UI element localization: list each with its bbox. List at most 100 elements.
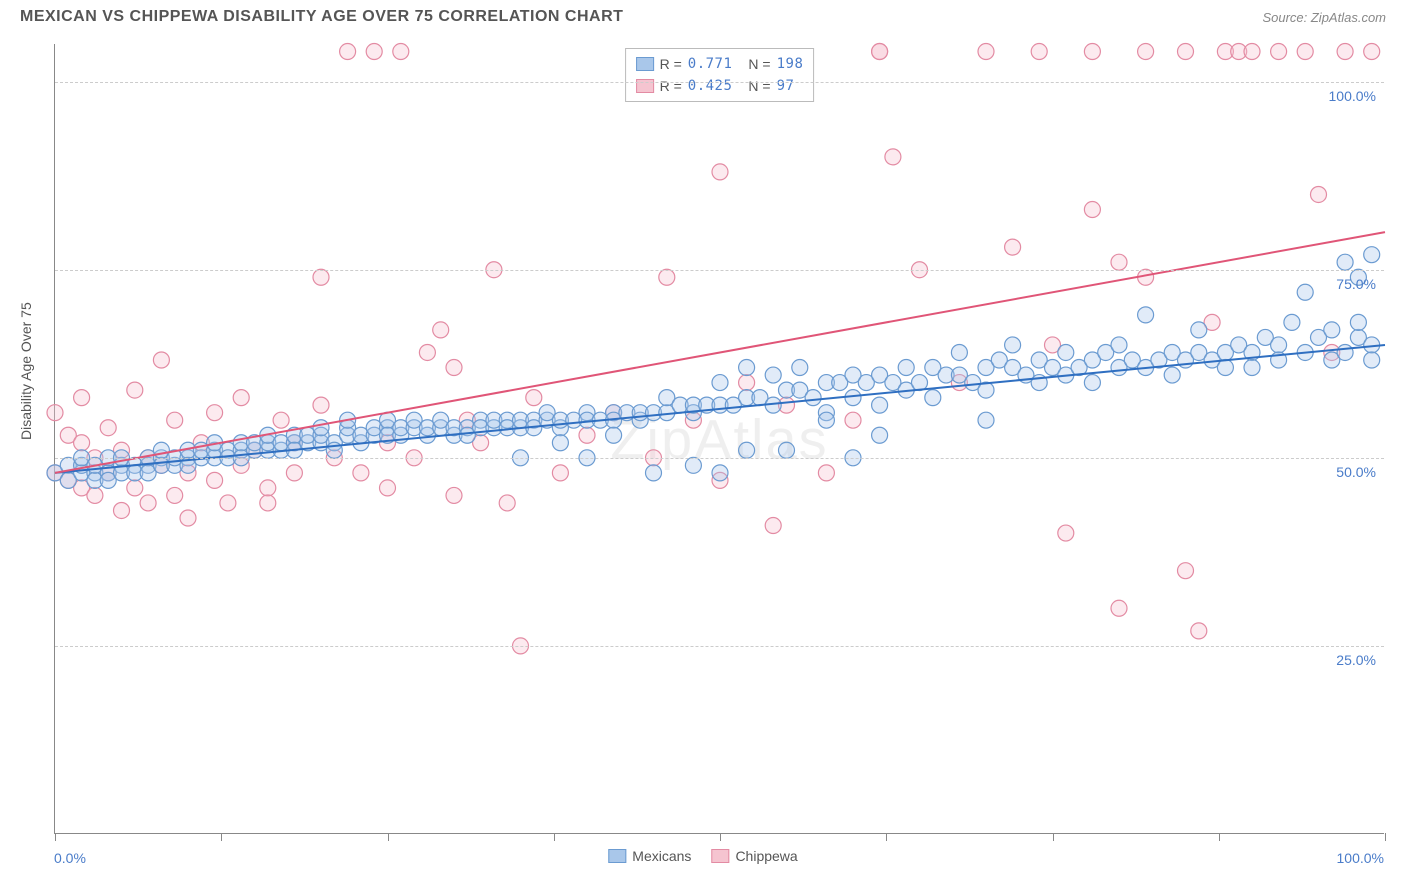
x-tick <box>388 833 389 841</box>
legend-label: Chippewa <box>735 848 797 864</box>
data-point <box>1244 44 1260 60</box>
data-point <box>433 322 449 338</box>
data-point <box>1111 600 1127 616</box>
data-point <box>818 412 834 428</box>
legend-label: Mexicans <box>632 848 691 864</box>
data-point <box>207 405 223 421</box>
chart-title: MEXICAN VS CHIPPEWA DISABILITY AGE OVER … <box>20 8 623 26</box>
data-point <box>872 44 888 60</box>
data-point <box>127 382 143 398</box>
data-point <box>845 412 861 428</box>
data-point <box>273 412 289 428</box>
data-point <box>74 435 90 451</box>
data-point <box>1058 344 1074 360</box>
data-point <box>606 427 622 443</box>
legend-item: Chippewa <box>711 848 797 864</box>
data-point <box>446 487 462 503</box>
data-point <box>1271 44 1287 60</box>
gridline <box>55 646 1384 647</box>
legend-n-value: 198 <box>777 53 804 75</box>
data-point <box>659 269 675 285</box>
data-point <box>646 465 662 481</box>
y-tick-label: 75.0% <box>1336 276 1376 292</box>
data-point <box>167 487 183 503</box>
chart-plot-area: ZipAtlas R = 0.771N = 198R = 0.425N = 97… <box>54 44 1384 834</box>
data-point <box>1058 525 1074 541</box>
gridline <box>55 270 1384 271</box>
data-point <box>1084 44 1100 60</box>
data-point <box>765 518 781 534</box>
y-tick-label: 50.0% <box>1336 464 1376 480</box>
x-tick <box>1219 833 1220 841</box>
data-point <box>1178 563 1194 579</box>
data-point <box>1297 44 1313 60</box>
data-point <box>1297 284 1313 300</box>
data-point <box>978 44 994 60</box>
data-point <box>579 427 595 443</box>
data-point <box>1138 307 1154 323</box>
data-point <box>552 435 568 451</box>
data-point <box>1111 254 1127 270</box>
data-point <box>74 390 90 406</box>
data-point <box>180 510 196 526</box>
data-point <box>805 390 821 406</box>
legend-row: R = 0.425N = 97 <box>636 75 804 97</box>
x-axis-max-label: 100.0% <box>1337 850 1384 866</box>
data-point <box>353 465 369 481</box>
data-point <box>260 495 276 511</box>
data-point <box>1311 186 1327 202</box>
y-axis-title: Disability Age Over 75 <box>18 302 34 440</box>
data-point <box>1364 352 1380 368</box>
legend-r-value: 0.771 <box>688 53 733 75</box>
data-point <box>1364 247 1380 263</box>
data-point <box>712 465 728 481</box>
chart-header: MEXICAN VS CHIPPEWA DISABILITY AGE OVER … <box>0 0 1406 30</box>
data-point <box>739 375 755 391</box>
x-tick <box>720 833 721 841</box>
legend-n-label: N = <box>748 53 770 75</box>
data-point <box>1005 337 1021 353</box>
data-point <box>340 44 356 60</box>
data-point <box>499 495 515 511</box>
legend-swatch <box>608 849 626 863</box>
data-point <box>313 420 329 436</box>
data-point <box>380 480 396 496</box>
data-point <box>739 442 755 458</box>
data-point <box>765 367 781 383</box>
chart-source: Source: ZipAtlas.com <box>1262 10 1386 25</box>
data-point <box>1031 44 1047 60</box>
data-point <box>872 427 888 443</box>
data-point <box>127 480 143 496</box>
data-point <box>1164 367 1180 383</box>
data-point <box>978 412 994 428</box>
data-point <box>898 360 914 376</box>
data-point <box>1191 322 1207 338</box>
y-tick-label: 25.0% <box>1336 652 1376 668</box>
scatter-svg <box>55 44 1384 833</box>
data-point <box>87 487 103 503</box>
data-point <box>313 269 329 285</box>
legend-row: R = 0.771 N = 198 <box>636 53 804 75</box>
data-point <box>100 420 116 436</box>
data-point <box>1084 202 1100 218</box>
legend-r-label: R = <box>660 75 682 97</box>
data-point <box>872 397 888 413</box>
data-point <box>712 375 728 391</box>
x-tick <box>221 833 222 841</box>
series-legend: Mexicans Chippewa <box>608 848 797 864</box>
data-point <box>552 465 568 481</box>
gridline <box>55 458 1384 459</box>
data-point <box>1244 360 1260 376</box>
data-point <box>207 472 223 488</box>
data-point <box>419 344 435 360</box>
data-point <box>818 465 834 481</box>
data-point <box>912 375 928 391</box>
trend-line <box>55 345 1385 473</box>
data-point <box>140 495 156 511</box>
data-point <box>47 405 63 421</box>
data-point <box>1138 44 1154 60</box>
legend-r-label: R = <box>660 53 682 75</box>
legend-item: Mexicans <box>608 848 691 864</box>
data-point <box>1111 337 1127 353</box>
x-axis-min-label: 0.0% <box>54 850 86 866</box>
